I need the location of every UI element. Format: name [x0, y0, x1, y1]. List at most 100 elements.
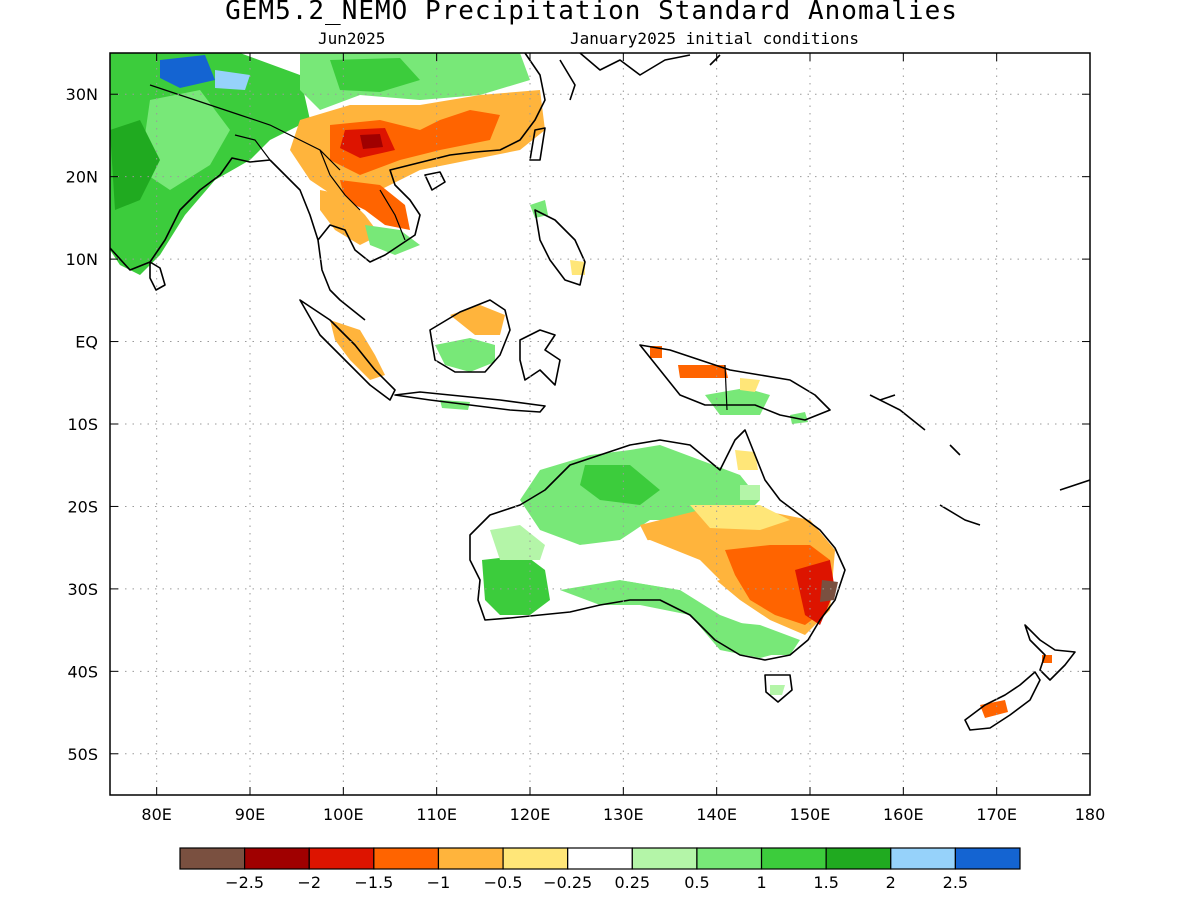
- new-guinea-wet: [705, 388, 770, 415]
- new-guinea-light-dry: [740, 378, 760, 392]
- y-tick-label: 30N: [66, 85, 98, 104]
- colorbar-swatch: [696, 847, 763, 870]
- colorbar-label: −0.25: [543, 873, 592, 892]
- colorbar-swatch: [308, 847, 375, 870]
- colorbar-label: 2: [886, 873, 896, 892]
- australia-se-dry-peak: [820, 580, 838, 602]
- y-tick-label: 20N: [66, 168, 98, 187]
- coast-philippines: [534, 209, 586, 286]
- x-tick-label: 120E: [510, 805, 551, 824]
- colorbar-label: 0.25: [614, 873, 650, 892]
- tibet-lightblue: [215, 70, 250, 90]
- tibet-blue: [160, 55, 215, 88]
- australia-west-light: [490, 525, 545, 560]
- new-zealand-south-dry: [980, 700, 1008, 718]
- coast-india: [110, 157, 271, 271]
- x-tick-label: 180: [1075, 805, 1106, 824]
- x-tick-label: 150E: [790, 805, 831, 824]
- colorbar-swatch: [825, 847, 892, 870]
- coast-hainan: [424, 171, 446, 191]
- australia-north-wet-dark: [580, 465, 660, 505]
- australia-sw-wet: [710, 620, 800, 655]
- x-tick-label: 130E: [603, 805, 644, 824]
- coast-tasmania: [764, 674, 793, 703]
- colorbar-swatch: [631, 847, 698, 870]
- colorbar-swatch: [890, 847, 956, 870]
- x-tick-label: 90E: [235, 805, 265, 824]
- x-tick-label: 140E: [696, 805, 737, 824]
- australia-se-dry-core: [795, 560, 835, 625]
- x-tick-label: 100E: [323, 805, 364, 824]
- x-tick-label: 110E: [416, 805, 457, 824]
- new-guinea-dry-2: [650, 346, 662, 358]
- coast-java: [394, 391, 546, 413]
- australia-se-dry-light: [690, 505, 790, 530]
- y-tick-label: 40S: [67, 662, 98, 681]
- y-tick-label: 30S: [67, 580, 98, 599]
- colorbar-swatch: [567, 847, 633, 870]
- anomaly-fields: [110, 53, 1052, 718]
- colorbar-label: 2.5: [943, 873, 968, 892]
- x-tick-label: 170E: [976, 805, 1017, 824]
- new-guinea-dry: [678, 365, 728, 378]
- country-borders: [149, 84, 728, 411]
- colorbar: −2.5 −2 −1.5 −1 −0.5 −0.25 0.25 0.5 1 1.5 2 2.5: [179, 847, 1021, 892]
- north-china-wet-dark: [330, 58, 420, 92]
- indochina-wet: [365, 225, 420, 255]
- coast-australia: [469, 429, 846, 661]
- coast-pacific-islands: [869, 394, 1090, 526]
- colorbar-label: 1.5: [813, 873, 838, 892]
- borneo-dry: [450, 305, 505, 335]
- colorbar-swatch: [760, 847, 827, 870]
- coast-new-guinea: [639, 344, 831, 421]
- colorbar-swatch: [954, 847, 1021, 870]
- colorbar-label: −0.5: [484, 873, 523, 892]
- south-asia-light-wet: [140, 90, 230, 190]
- indochina-dry: [340, 180, 410, 230]
- coast-japan: [579, 53, 721, 76]
- colorbar-swatch: [373, 847, 440, 870]
- coast-nz-south: [964, 671, 1041, 731]
- y-tick-label: EQ: [75, 333, 98, 352]
- indochina-dry-light: [320, 190, 380, 245]
- colorbar-swatch: [437, 847, 504, 870]
- gridlines: [110, 53, 1090, 795]
- colorbar-label: −1: [427, 873, 451, 892]
- coast-nz-north: [1024, 624, 1076, 681]
- colorbar-label: −2: [297, 873, 321, 892]
- colorbar-label: −1.5: [354, 873, 393, 892]
- initial-conditions: January2025 initial conditions: [570, 29, 859, 48]
- y-axis: 30N 20N 10N EQ 10S 20S 30S 40S 50S: [66, 85, 1090, 764]
- colorbar-swatch: [502, 847, 569, 870]
- forecast-month: Jun2025: [318, 29, 386, 48]
- coast-borneo: [429, 299, 511, 373]
- bay-of-bengal-wet: [110, 120, 160, 210]
- x-axis: 80E 90E 100E 110E 120E 130E 140E 150E 160E 170E 18…: [141, 53, 1105, 824]
- colorbar-label: 0.5: [684, 873, 709, 892]
- coast-korea: [559, 59, 576, 101]
- australia-ne-light: [740, 485, 760, 500]
- colorbar-label: −2.5: [225, 873, 264, 892]
- australia-west-wet: [482, 555, 550, 615]
- south-china-dry-mid: [330, 110, 500, 175]
- tasmania-wet: [770, 685, 785, 695]
- australia-white-band: [575, 540, 720, 590]
- y-tick-label: 20S: [67, 497, 98, 516]
- australia-ne-dry: [735, 450, 758, 470]
- coast-sumatra: [299, 299, 396, 401]
- coastlines: [110, 53, 1090, 731]
- colorbar-label: 1: [756, 873, 766, 892]
- y-tick-label: 10S: [67, 415, 98, 434]
- x-tick-label: 80E: [141, 805, 171, 824]
- chart-title: GEM5.2_NEMO Precipitation Standard Anoma…: [225, 0, 958, 26]
- coast-sulawesi: [519, 329, 561, 386]
- colorbar-swatch: [244, 847, 310, 870]
- coast-indochina: [269, 53, 546, 321]
- south-china-dry-peak: [360, 134, 383, 149]
- y-tick-label: 50S: [67, 745, 98, 764]
- coast-sri-lanka: [149, 261, 166, 291]
- y-tick-label: 10N: [66, 250, 98, 269]
- x-tick-label: 160E: [883, 805, 924, 824]
- coast-taiwan: [529, 127, 546, 161]
